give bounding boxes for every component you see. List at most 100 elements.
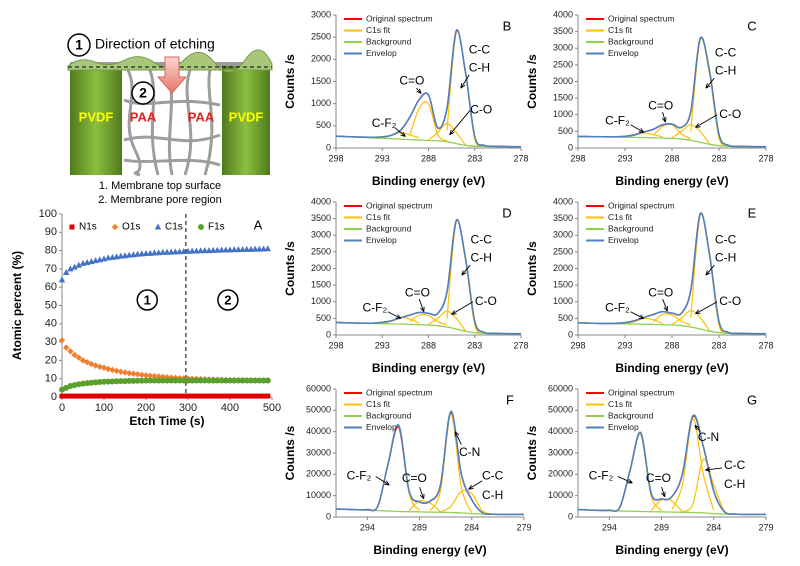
marker: [96, 378, 103, 385]
marker: [109, 393, 115, 399]
marker: [231, 393, 237, 399]
material-label: PAA: [188, 109, 215, 124]
arrow-head: [451, 310, 457, 315]
y-tick-label: 4000: [311, 196, 331, 206]
marker: [252, 245, 259, 252]
marker: [256, 393, 262, 399]
arrow-head: [395, 314, 402, 319]
peak-annotation: C-F₂: [372, 116, 397, 130]
y-tick-label: 60000: [548, 383, 573, 393]
data-line: [335, 29, 521, 148]
arrow-head: [460, 83, 466, 89]
marker: [155, 377, 162, 384]
arrow-head: [420, 306, 425, 313]
legend-label: Original spectrum: [608, 200, 675, 210]
legend-label: C1s fit: [366, 212, 391, 222]
data-line: [577, 36, 766, 148]
legend-label: Background: [366, 410, 412, 420]
marker: [118, 393, 124, 399]
x-tick-label: 278: [513, 340, 528, 350]
data-line: [650, 498, 683, 513]
y-axis-label: Counts /s: [283, 54, 297, 109]
data-line: [428, 310, 466, 332]
marker: [189, 377, 196, 384]
arrow-head: [705, 83, 711, 89]
marker: [114, 393, 120, 399]
schematic: 1 Direction of etching 2 PVDF PAA PAA PV…: [67, 33, 273, 206]
x-tick-label: 278: [513, 153, 528, 163]
marker: [214, 393, 220, 399]
peak-annotation: C-F₂: [605, 114, 630, 128]
marker: [210, 377, 217, 384]
marker: [193, 393, 199, 399]
x-axis-label: Binding energy (eV): [615, 174, 728, 188]
data-line: [335, 410, 524, 516]
marker: [75, 261, 82, 268]
marker: [147, 393, 153, 399]
y-tick-label: 0: [326, 329, 331, 339]
marker: [72, 393, 78, 399]
marker: [63, 393, 69, 399]
peak-annotation: C-H: [715, 251, 736, 265]
legend-label: Original spectrum: [608, 13, 675, 23]
x-tick-label: 293: [375, 340, 390, 350]
marker: [226, 246, 234, 253]
marker: [135, 393, 141, 399]
panel-label: E: [748, 205, 757, 220]
x-tick-label: 288: [664, 340, 679, 350]
annotation-arrow: [460, 74, 470, 89]
data-line: [577, 36, 766, 148]
y-tick-label: 20000: [548, 469, 573, 479]
annotation-arrow: [454, 431, 462, 445]
marker: [147, 377, 154, 384]
marker: [126, 393, 132, 399]
marker: [117, 368, 124, 375]
marker: [155, 249, 162, 256]
x-tick-label: 300: [179, 402, 197, 414]
annotation-arrow: [461, 264, 471, 276]
peak-annotation: C=O: [648, 286, 673, 300]
marker: [151, 372, 158, 380]
marker: [130, 377, 137, 384]
legend-label: Envelop: [608, 235, 639, 245]
y-tick-label: 10: [45, 373, 57, 385]
marker: [193, 247, 200, 254]
x-tick-label: 298: [328, 340, 343, 350]
marker: [198, 393, 204, 399]
y-tick-label: 3500: [311, 213, 331, 223]
x-tick-label: 288: [421, 340, 436, 350]
marker: [189, 393, 195, 399]
material-label: PAA: [130, 109, 157, 124]
marker: 1: [75, 37, 83, 53]
arrow-head: [461, 270, 467, 276]
marker: [156, 393, 162, 399]
annotation-arrow: [695, 114, 718, 128]
marker: [93, 393, 99, 399]
y-tick-label: 3000: [311, 230, 331, 240]
peak-annotation: C=O: [646, 471, 671, 485]
legend-label: C1s fit: [366, 399, 391, 409]
marker: [197, 247, 204, 254]
peak-annotation: C-F₂: [605, 301, 630, 315]
marker: [109, 366, 116, 374]
legend-marker: [69, 224, 75, 230]
peak-annotation: C-F₂: [363, 301, 388, 315]
chart-panel: 0 500 1000 1500 2000 2500 3000 3500 4000 298 293 28…: [525, 196, 773, 375]
y-tick-label: 2000: [311, 263, 331, 273]
legend-label: Background: [608, 410, 654, 420]
marker: [160, 393, 166, 399]
marker: [227, 393, 233, 399]
etch-arrow: [156, 56, 188, 94]
legend-label: Envelop: [366, 235, 397, 245]
material-label: PVDF: [79, 109, 114, 124]
x-tick-label: 283: [711, 153, 726, 163]
marker: [139, 393, 145, 399]
x-axis-label: Binding energy (eV): [372, 361, 485, 375]
marker: [218, 246, 225, 253]
marker: [176, 377, 183, 384]
peak-annotation: C-H: [482, 488, 503, 502]
y-tick-label: 100: [39, 208, 57, 220]
x-tick-label: 279: [516, 522, 531, 532]
y-axis-label: Counts /s: [283, 425, 297, 480]
x-tick-label: 298: [328, 153, 343, 163]
